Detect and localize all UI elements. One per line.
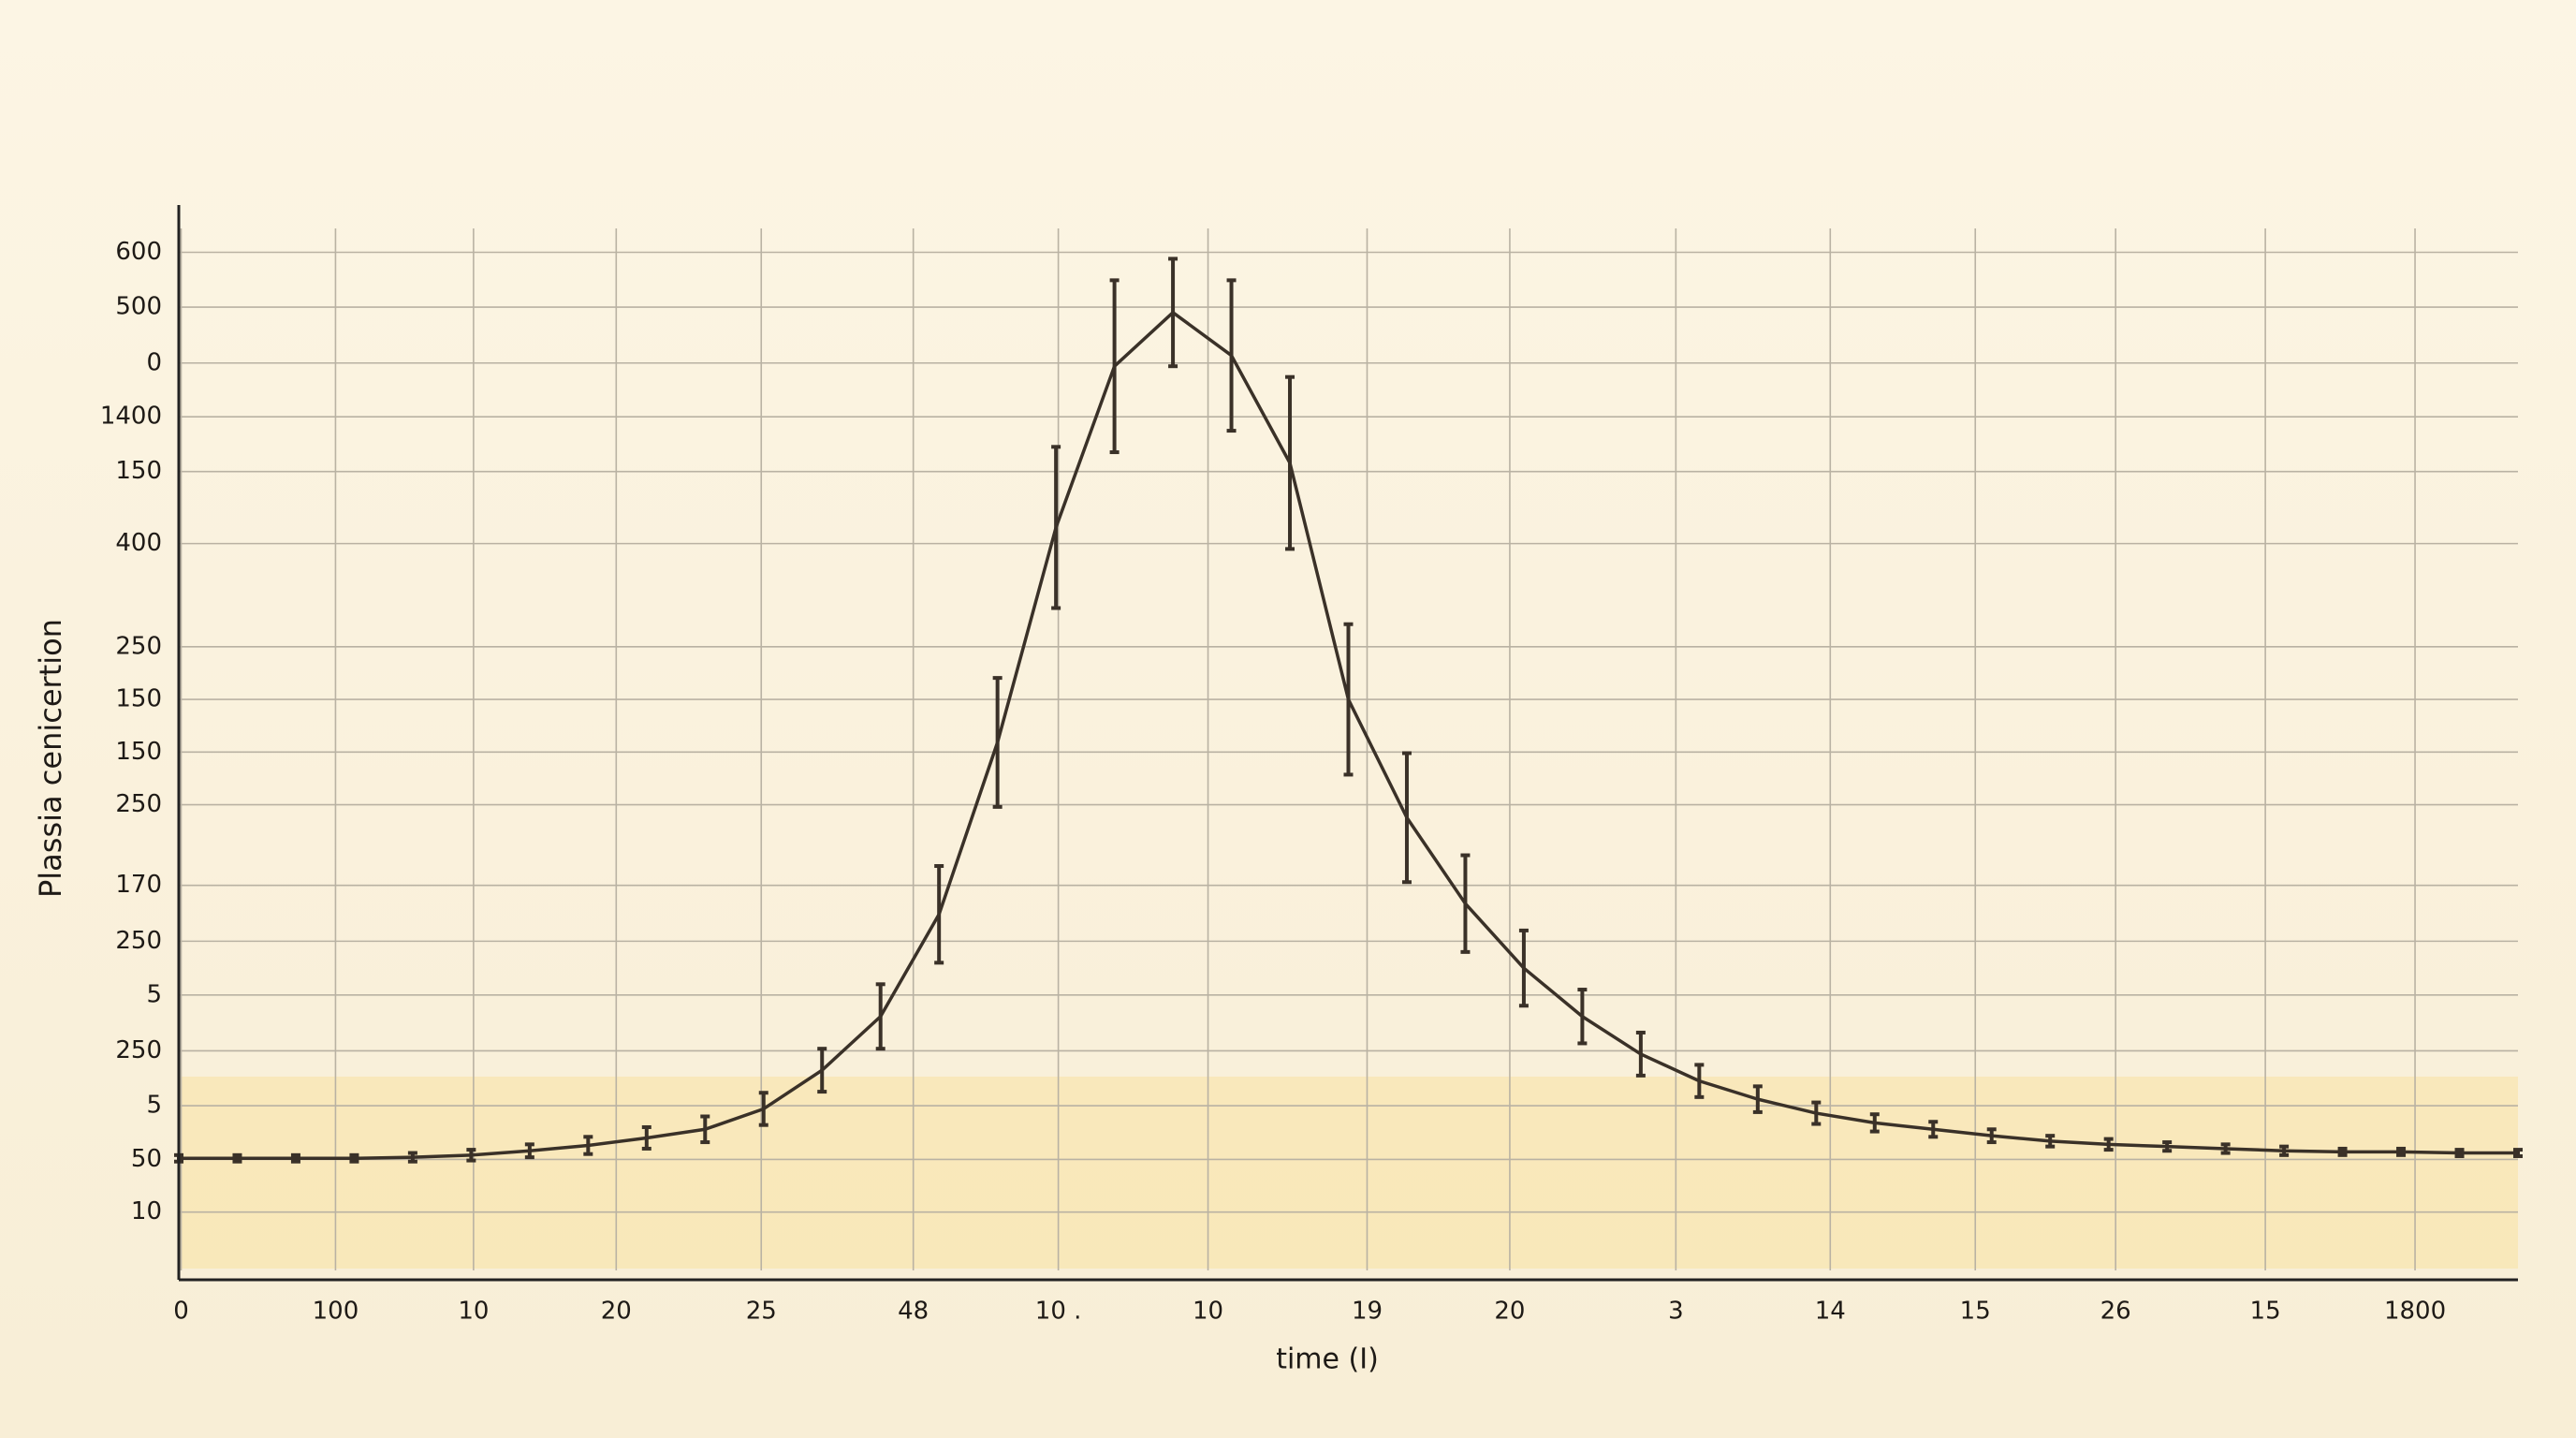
y-tick-label: 5	[146, 980, 162, 1008]
y-tick-label: 50	[131, 1145, 162, 1173]
x-tick-label: 19	[1352, 1298, 1383, 1326]
x-tick-label: 3	[1668, 1298, 1684, 1326]
x-tick-label: 100	[313, 1298, 359, 1326]
x-tick-label: 10	[458, 1298, 489, 1326]
y-tick-label: 150	[115, 457, 162, 485]
y-tick-label: 150	[115, 738, 162, 766]
x-tick-label: 48	[898, 1298, 929, 1326]
y-tick-label: 0	[146, 348, 162, 376]
x-tick-label: 15	[2250, 1298, 2281, 1326]
x-tick-label: 15	[1960, 1298, 1991, 1326]
y-tick-label: 250	[115, 632, 162, 660]
x-tick-label: 10	[1193, 1298, 1223, 1326]
y-tick-label: 150	[115, 685, 162, 713]
x-tick-label: 25	[746, 1298, 777, 1326]
y-tick-label: 400	[115, 529, 162, 557]
x-tick-label: 10 .	[1035, 1298, 1082, 1326]
y-axis-label: Plassia cenicertion	[33, 619, 68, 898]
x-tick-label: 0	[173, 1298, 189, 1326]
y-tick-label: 5	[146, 1092, 162, 1120]
x-tick-label: 14	[1815, 1298, 1846, 1326]
y-tick-label: 600	[115, 238, 162, 266]
data-line	[179, 311, 2518, 1161]
x-tick-label: 26	[2100, 1298, 2131, 1326]
y-tick-label: 250	[115, 927, 162, 955]
x-tick-label: 20	[601, 1298, 632, 1326]
y-tick-label: 10	[131, 1197, 162, 1225]
shaded-band	[179, 1077, 2518, 1269]
plot-area	[174, 228, 2523, 1270]
y-tick-label: 1400	[100, 403, 162, 431]
x-tick-label: 20	[1494, 1298, 1525, 1326]
y-tick-label: 250	[115, 790, 162, 818]
x-axis-label: time (I)	[1276, 1343, 1379, 1376]
y-tick-label: 500	[115, 293, 162, 321]
y-tick-label: 250	[115, 1036, 162, 1064]
y-tick-label: 170	[115, 871, 162, 899]
x-tick-label: 1800	[2384, 1298, 2446, 1326]
